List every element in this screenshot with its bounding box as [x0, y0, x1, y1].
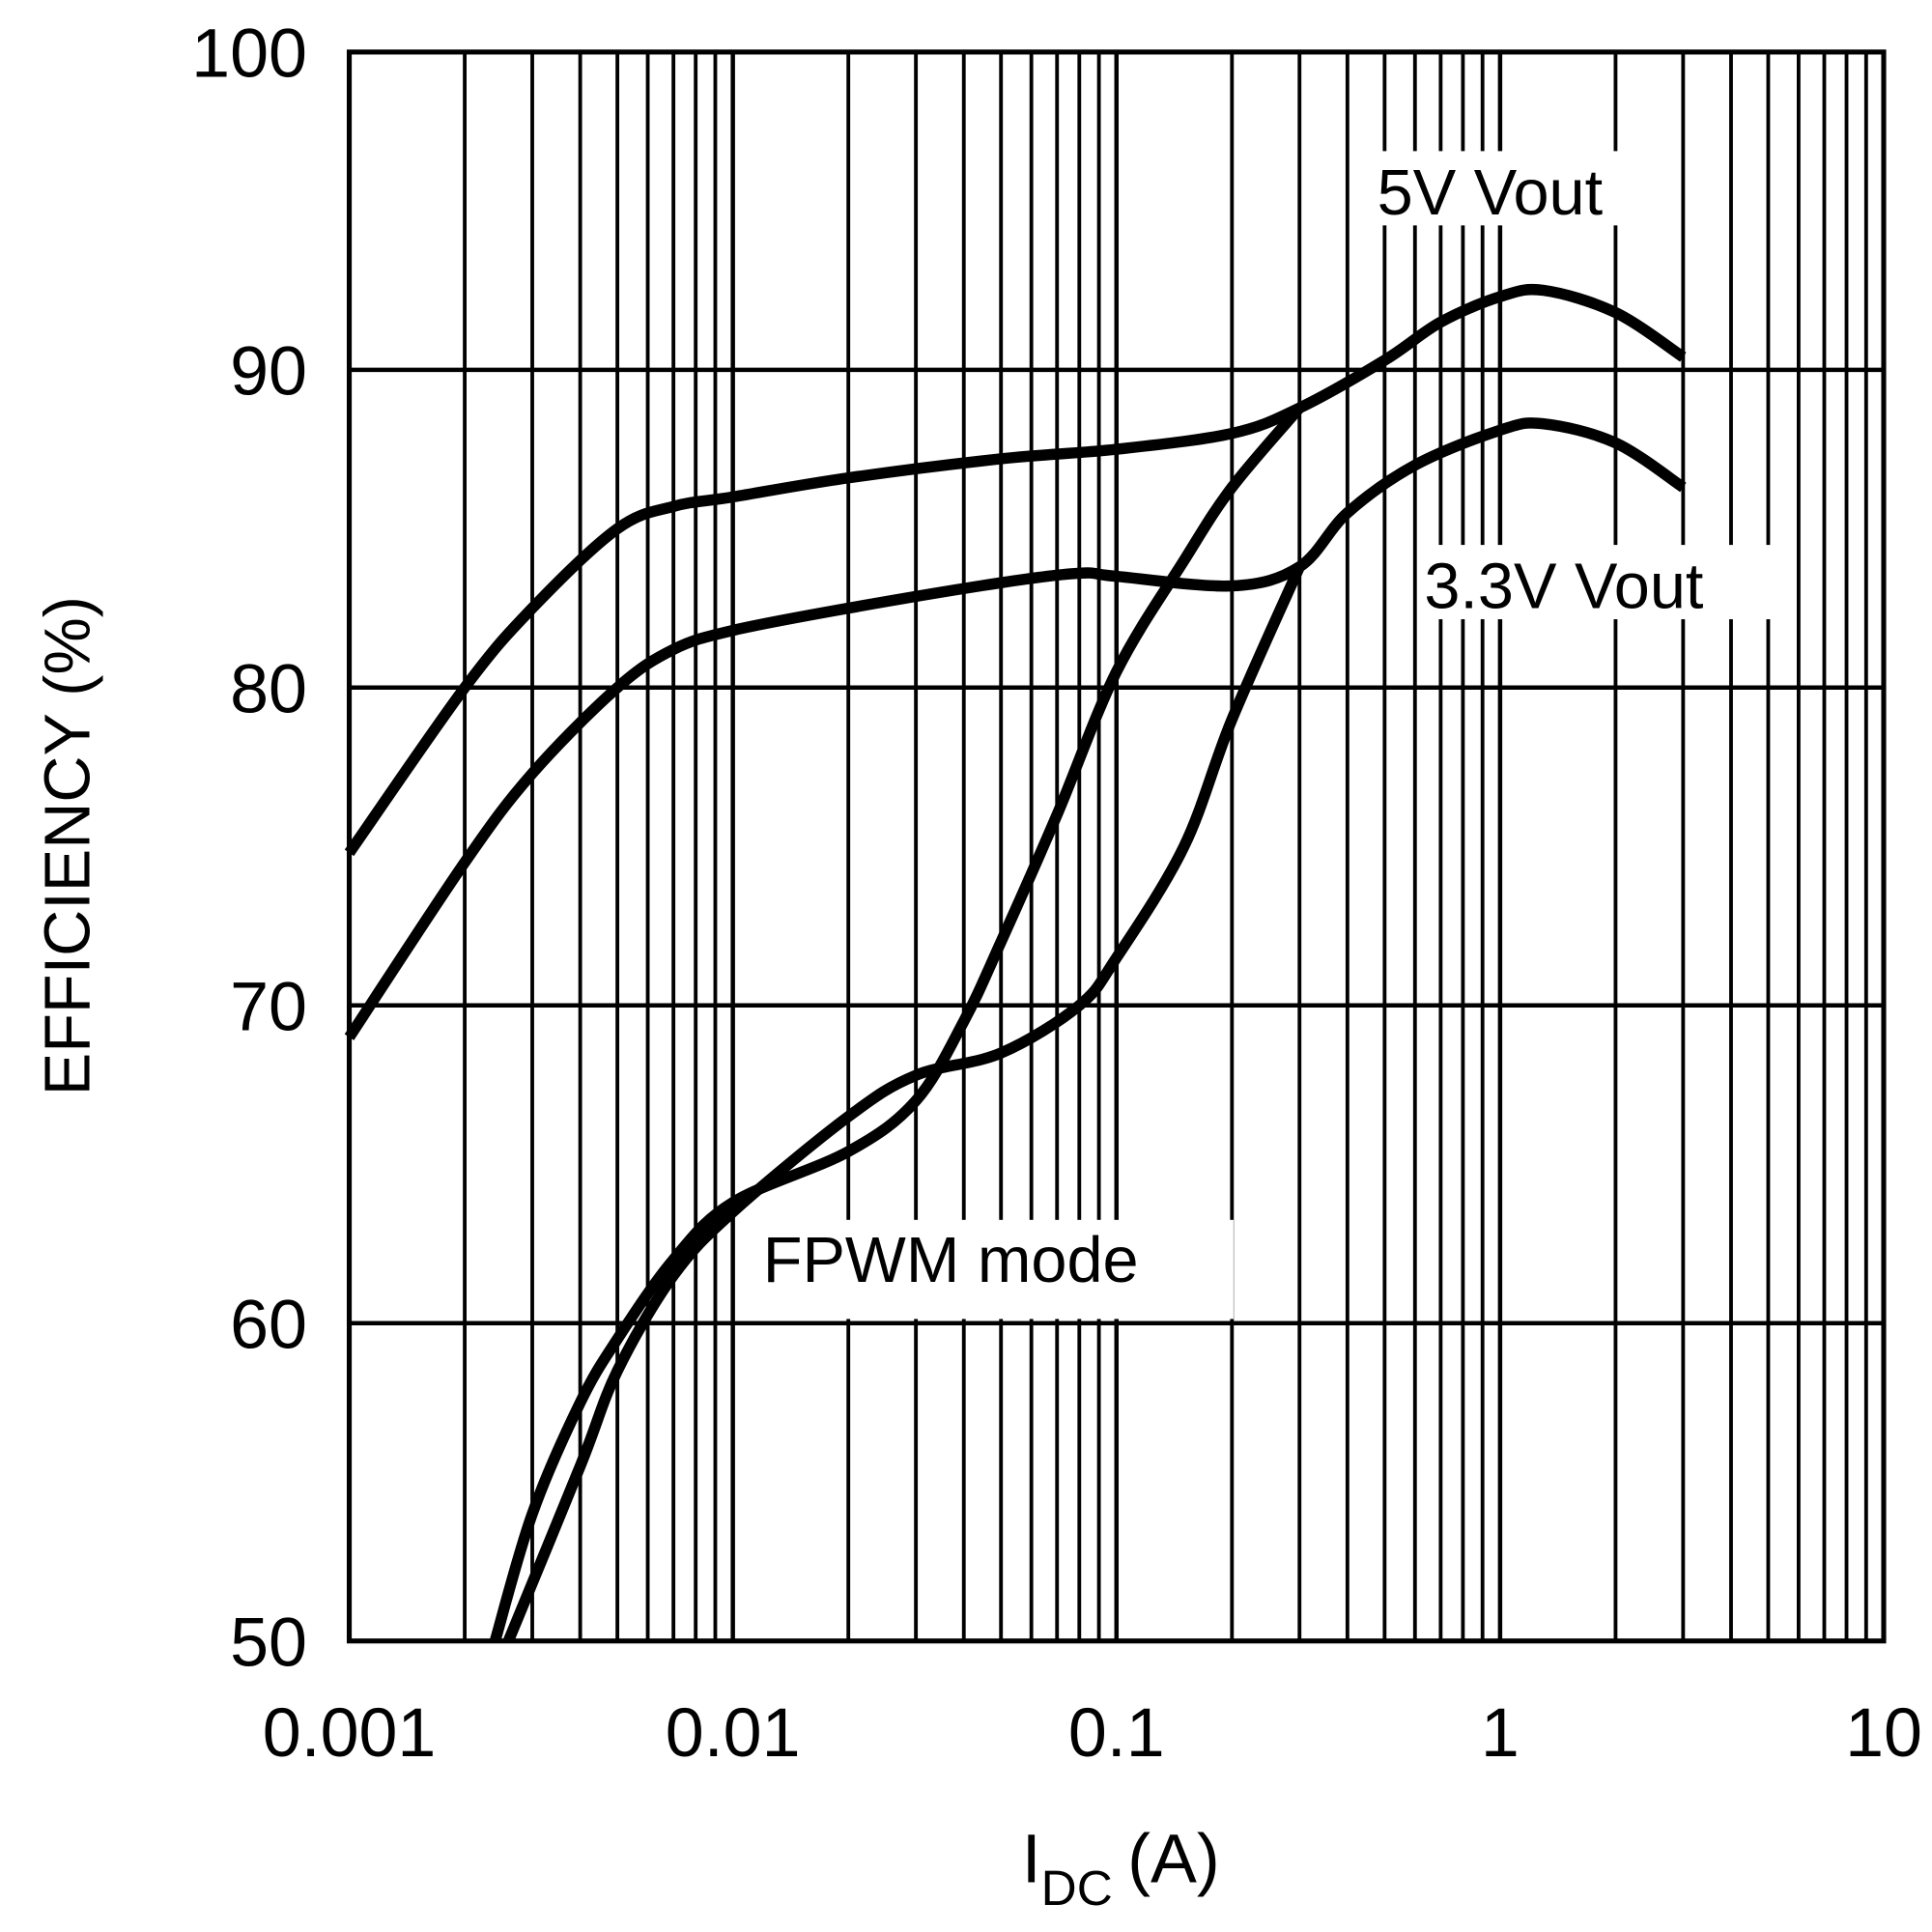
- x-axis-label: IDC (A): [1022, 1821, 1220, 1916]
- x-tick-label: 10: [1845, 1694, 1922, 1772]
- y-tick-label: 80: [230, 650, 307, 727]
- plot-frame: [346, 49, 1887, 1644]
- y-axis-label: EFFICIENCY (%): [32, 596, 103, 1095]
- y-tick-label: 100: [191, 14, 307, 92]
- x-label-unit: (A): [1127, 1821, 1220, 1898]
- series-line-0: [344, 283, 1687, 857]
- x-tick-label: 0.01: [666, 1694, 801, 1772]
- x-label-main: I: [1022, 1821, 1041, 1898]
- curves: [344, 283, 1687, 1643]
- label-bg: [757, 1219, 1234, 1320]
- annotation-fpwm: FPWM mode: [763, 1225, 1139, 1296]
- tick-labels: 0.001 0.01 0.1 1 10 50 60 70 80 90 100: [191, 14, 1922, 1771]
- y-tick-label: 50: [230, 1604, 307, 1681]
- annotation-3v3: 3.3V Vout: [1424, 551, 1704, 622]
- x-label-sub: DC: [1041, 1861, 1113, 1916]
- x-tick-label: 0.001: [263, 1694, 437, 1772]
- grid: [349, 49, 1885, 1643]
- series-line-1: [344, 417, 1687, 1040]
- y-tick-label: 60: [230, 1286, 307, 1363]
- y-tick-label: 70: [230, 968, 307, 1045]
- series-line-3: [502, 564, 1305, 1643]
- x-tick-label: 1: [1481, 1694, 1520, 1772]
- label-bg: [1419, 545, 1779, 620]
- label-bg: [1372, 151, 1670, 226]
- annotation-5v: 5V Vout: [1378, 157, 1604, 229]
- x-tick-label: 0.1: [1068, 1694, 1165, 1772]
- y-tick-label: 90: [230, 332, 307, 410]
- series-line-2: [489, 404, 1304, 1643]
